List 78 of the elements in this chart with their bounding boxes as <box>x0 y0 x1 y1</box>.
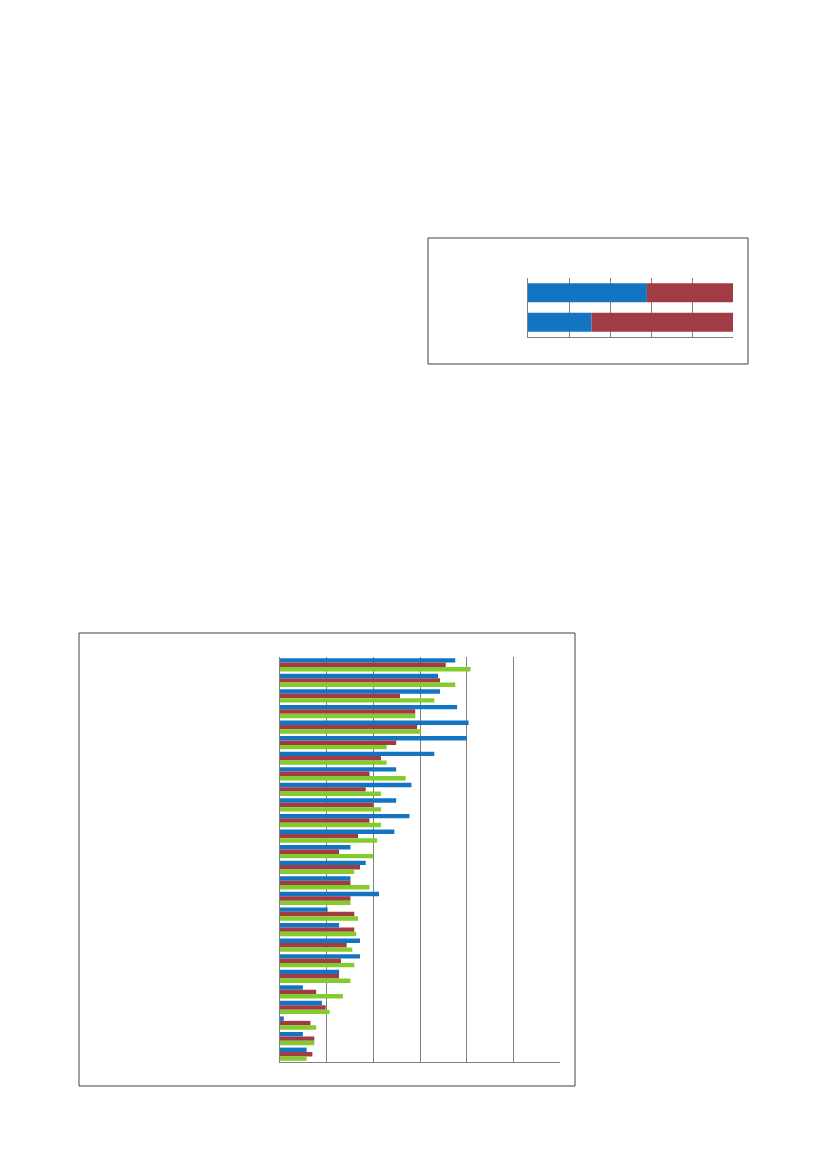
bar <box>280 838 378 843</box>
bar <box>280 798 397 803</box>
bar <box>280 1000 322 1006</box>
bar <box>280 947 353 952</box>
bar <box>280 678 440 683</box>
bar <box>280 667 471 672</box>
bar <box>280 658 456 663</box>
bar <box>280 885 370 890</box>
bar <box>280 1005 326 1010</box>
bar <box>280 760 387 765</box>
bar <box>280 833 359 839</box>
bar <box>280 751 435 757</box>
bar <box>280 1036 315 1041</box>
bar <box>280 962 355 968</box>
bar <box>280 954 360 959</box>
bar <box>280 767 397 772</box>
bar <box>280 771 370 777</box>
bar <box>280 729 421 734</box>
bar <box>280 693 400 699</box>
bar <box>280 931 357 937</box>
bar <box>280 818 370 823</box>
bar <box>280 713 416 719</box>
bar <box>280 845 351 850</box>
bar <box>280 922 340 928</box>
bar <box>280 876 351 881</box>
bar <box>280 709 416 714</box>
bar <box>280 682 456 687</box>
bar <box>280 822 381 828</box>
bar <box>280 698 435 703</box>
bar <box>280 989 317 995</box>
bar <box>280 744 387 750</box>
bar <box>280 704 458 710</box>
bar <box>280 791 381 797</box>
bar <box>280 896 351 901</box>
bar <box>280 869 355 874</box>
bar <box>280 689 440 694</box>
bar <box>280 1025 317 1030</box>
bar <box>280 891 380 897</box>
bar <box>280 720 469 725</box>
bar <box>280 829 395 834</box>
bar <box>280 938 360 943</box>
bar <box>280 673 439 679</box>
bar <box>280 662 446 667</box>
bar <box>280 1040 315 1046</box>
bar <box>280 1032 303 1037</box>
bar <box>280 1020 311 1026</box>
bar <box>280 1009 330 1015</box>
bar <box>280 724 418 730</box>
bar <box>280 802 374 808</box>
bar <box>280 787 366 792</box>
bar <box>280 849 340 854</box>
bar <box>280 969 340 975</box>
bar <box>280 860 366 866</box>
bar <box>280 1047 307 1052</box>
bar <box>280 978 351 983</box>
bar <box>280 927 355 932</box>
bar <box>280 994 343 999</box>
bar <box>280 1056 307 1061</box>
bar <box>280 907 328 912</box>
bar <box>280 813 410 819</box>
bar <box>280 985 303 990</box>
bar <box>280 958 341 963</box>
bar <box>280 853 374 859</box>
bar <box>280 1052 313 1057</box>
bar <box>280 807 381 812</box>
bar <box>280 756 381 761</box>
bar <box>280 916 359 921</box>
bar <box>280 900 351 906</box>
bar <box>280 865 360 870</box>
bar <box>280 736 467 741</box>
bar <box>280 942 347 948</box>
bar <box>280 776 406 781</box>
bar <box>280 740 397 745</box>
bar <box>280 880 351 886</box>
bar <box>280 974 340 979</box>
bar <box>280 782 412 788</box>
bar <box>280 1016 284 1021</box>
bar <box>280 911 355 917</box>
